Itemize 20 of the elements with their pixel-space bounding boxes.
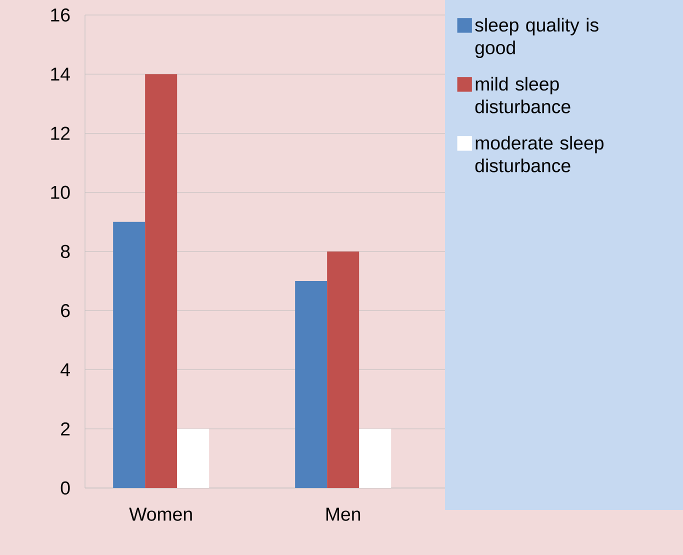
y-tick-label: 14 <box>51 68 70 81</box>
bar <box>145 74 178 488</box>
x-tick-label: Men <box>326 508 360 521</box>
legend-label: sleep quality is good <box>475 18 598 58</box>
y-tick-label: 4 <box>60 363 70 376</box>
bar <box>177 428 210 488</box>
x-tick-label: Women <box>129 508 192 521</box>
legend-label: mild sleep disturbance <box>475 76 570 114</box>
bar <box>113 222 146 488</box>
y-tick-label: 2 <box>61 422 70 436</box>
legend-label: moderate sleep disturbance <box>475 136 604 172</box>
y-tick-label: 8 <box>60 244 70 258</box>
bar <box>359 428 392 488</box>
bar <box>295 281 328 488</box>
y-tick-label: 0 <box>60 481 70 495</box>
bar <box>327 251 360 488</box>
y-tick-label: 12 <box>51 126 70 140</box>
y-tick-label: 16 <box>51 8 70 22</box>
y-tick-label: 10 <box>51 186 70 199</box>
y-tick-label: 6 <box>61 304 70 318</box>
